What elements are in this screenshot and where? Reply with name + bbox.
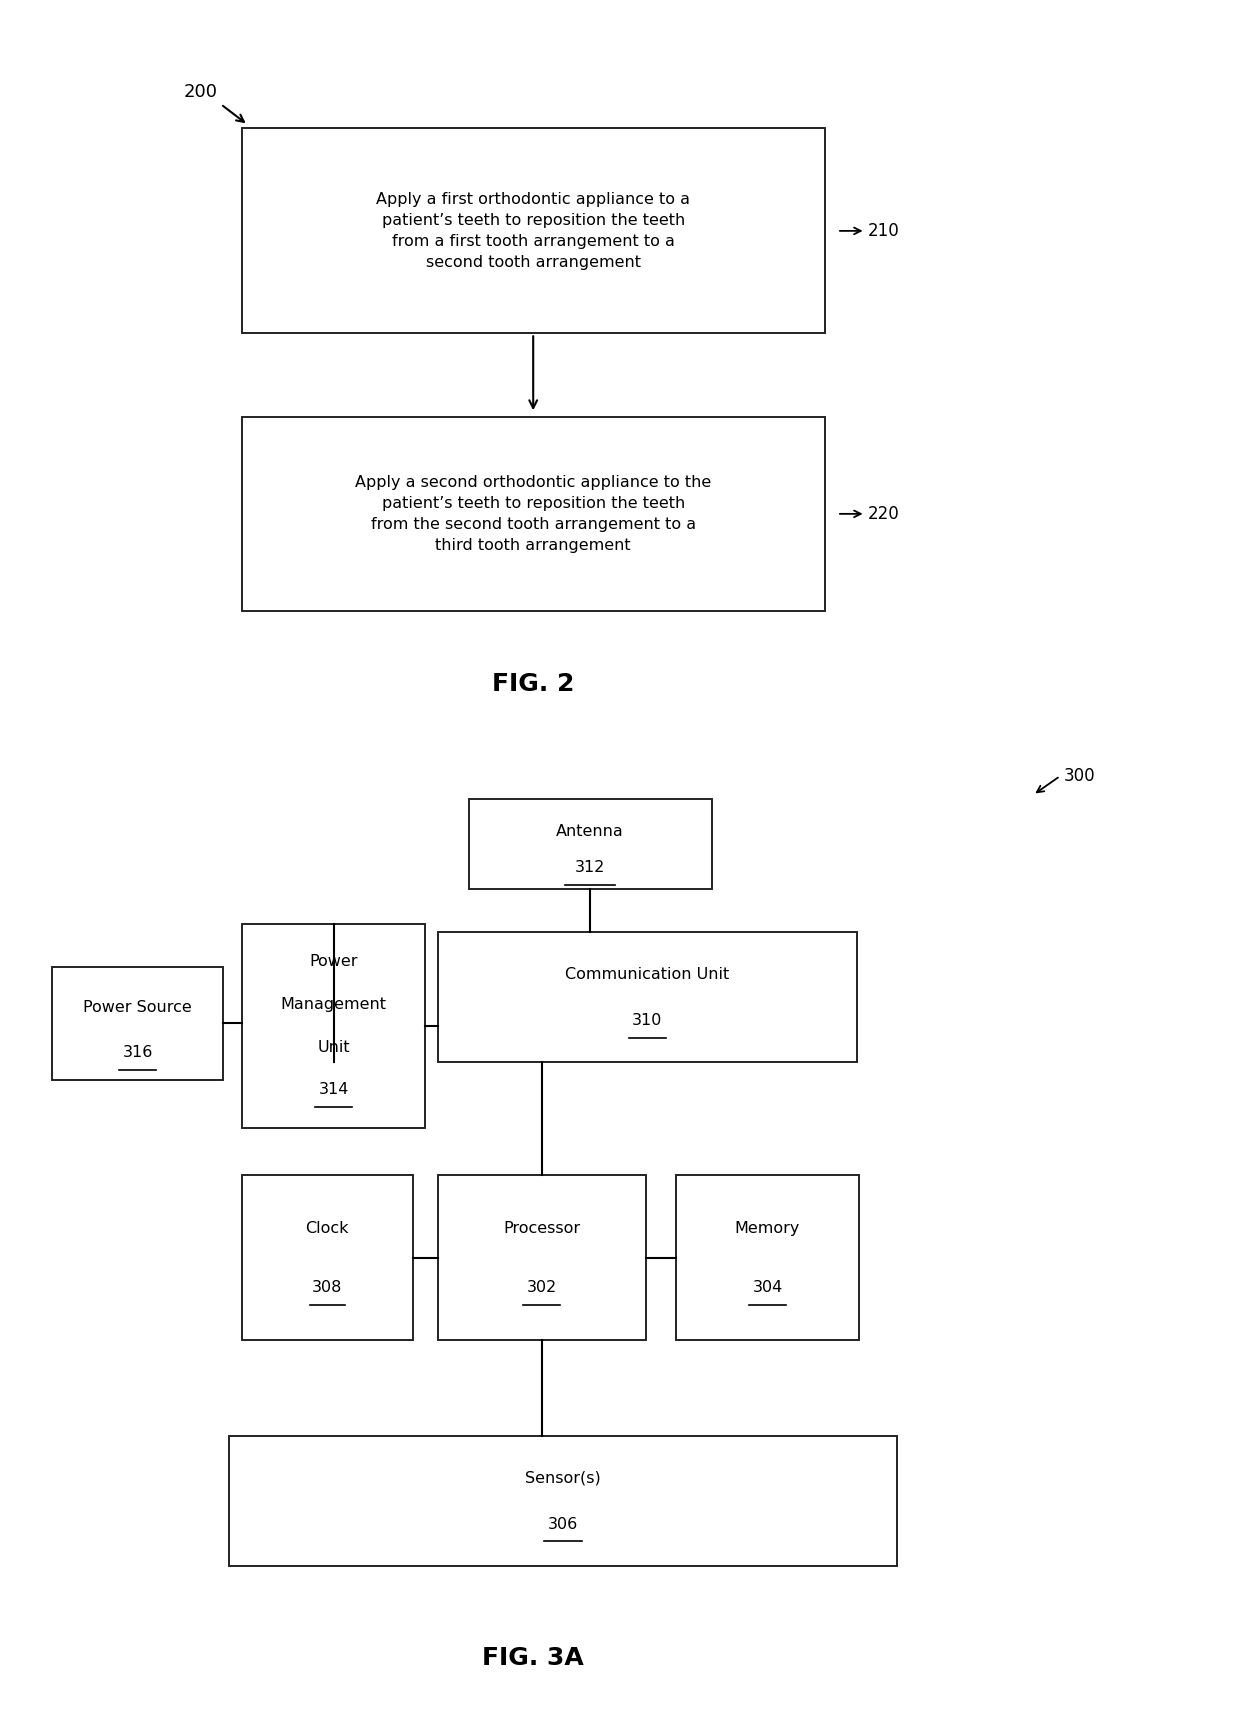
Text: 316: 316 — [123, 1045, 153, 1061]
Bar — [242, 1175, 413, 1340]
Bar — [242, 924, 425, 1128]
Text: 306: 306 — [548, 1517, 578, 1531]
Text: FIG. 3A: FIG. 3A — [482, 1646, 584, 1670]
Text: Antenna: Antenna — [557, 823, 624, 838]
Bar — [242, 417, 825, 611]
Bar — [52, 967, 223, 1080]
Text: Processor: Processor — [503, 1220, 580, 1236]
Text: Sensor(s): Sensor(s) — [525, 1470, 601, 1484]
Text: Communication Unit: Communication Unit — [565, 967, 729, 981]
Text: 312: 312 — [575, 859, 605, 875]
Bar — [438, 1175, 646, 1340]
Text: Memory: Memory — [735, 1220, 800, 1236]
Text: 308: 308 — [312, 1279, 342, 1295]
Text: Apply a second orthodontic appliance to the
patient’s teeth to reposition the te: Apply a second orthodontic appliance to … — [355, 476, 712, 552]
Text: 210: 210 — [868, 222, 900, 240]
Text: 200: 200 — [184, 83, 217, 101]
Text: 304: 304 — [753, 1279, 782, 1295]
Text: 220: 220 — [868, 505, 900, 523]
Bar — [469, 799, 712, 889]
Text: Unit: Unit — [317, 1040, 350, 1055]
Text: FIG. 2: FIG. 2 — [492, 672, 574, 696]
Text: 302: 302 — [527, 1279, 557, 1295]
Text: Power Source: Power Source — [83, 1000, 192, 1016]
Text: Clock: Clock — [305, 1220, 350, 1236]
Text: 314: 314 — [319, 1083, 348, 1097]
Bar — [229, 1436, 897, 1566]
Text: Apply a first orthodontic appliance to a
patient’s teeth to reposition the teeth: Apply a first orthodontic appliance to a… — [376, 193, 691, 269]
Bar — [438, 932, 857, 1062]
Text: 310: 310 — [632, 1014, 662, 1028]
Text: Management: Management — [280, 996, 387, 1012]
Text: 300: 300 — [1064, 767, 1096, 785]
Bar — [242, 128, 825, 333]
Bar — [676, 1175, 859, 1340]
Text: Power: Power — [309, 955, 358, 969]
